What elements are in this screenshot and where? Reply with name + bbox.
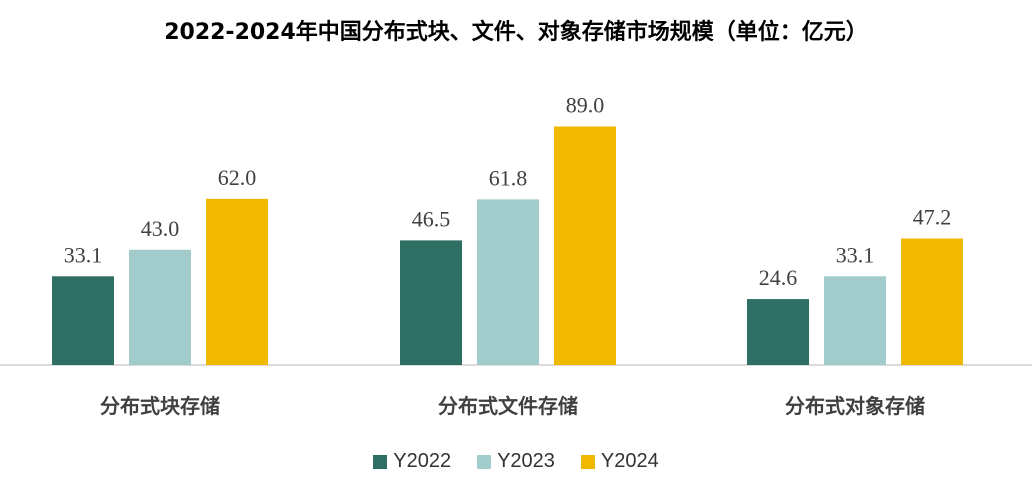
bar-y2023-0 — [129, 249, 191, 365]
legend-label-y2023: Y2023 — [497, 450, 555, 472]
bar-y2023-1 — [477, 199, 539, 365]
data-label-y2024-1: 89.0 — [566, 92, 605, 117]
data-label-y2022-0: 33.1 — [64, 242, 103, 267]
category-label-0: 分布式块存储 — [100, 394, 220, 418]
data-label-y2024-2: 47.2 — [913, 205, 952, 230]
category-label-2: 分布式对象存储 — [785, 394, 925, 418]
data-label-y2022-1: 46.5 — [412, 206, 451, 231]
chart-title: 2022-2024年中国分布式块、文件、对象存储市场规模（单位：亿元） — [164, 20, 868, 45]
data-label-y2023-0: 43.0 — [141, 216, 180, 241]
legend-item-y2022: Y2022 — [373, 450, 451, 473]
legend-item-y2023: Y2023 — [477, 450, 555, 473]
legend-swatch-y2023 — [477, 454, 492, 469]
data-label-y2023-2: 33.1 — [836, 242, 875, 267]
data-label-y2022-2: 24.6 — [759, 265, 798, 290]
bar-y2024-2 — [901, 238, 963, 365]
legend-label-y2022: Y2022 — [393, 450, 452, 472]
bar-y2023-2 — [824, 276, 886, 365]
legend-swatch-y2022 — [373, 454, 388, 469]
data-label-y2024-0: 62.0 — [218, 165, 257, 190]
legend-item-y2024: Y2024 — [580, 450, 659, 473]
data-label-y2023-1: 61.8 — [489, 165, 528, 190]
bar-y2022-1 — [400, 240, 462, 365]
legend-swatch-y2024 — [580, 454, 595, 469]
bar-y2022-0 — [52, 276, 114, 365]
category-label-1: 分布式文件存储 — [438, 394, 578, 418]
bar-y2022-2 — [747, 299, 809, 365]
legend-label-y2024: Y2024 — [600, 450, 659, 472]
legend: Y2022 Y2023 Y2024 — [0, 450, 1032, 473]
bar-y2024-1 — [554, 126, 616, 365]
bar-y2024-0 — [206, 198, 268, 365]
